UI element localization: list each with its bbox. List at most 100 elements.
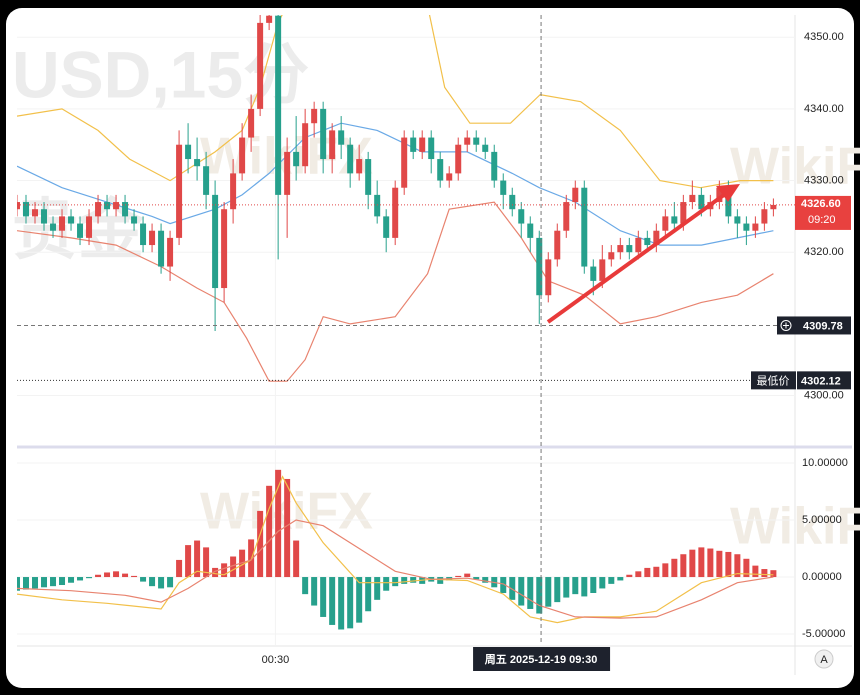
- candle-body: [50, 223, 57, 231]
- last-price-label: 4326.60: [801, 198, 841, 210]
- macd-bar: [590, 577, 597, 593]
- macd-bar: [131, 575, 138, 578]
- candle-body: [347, 144, 354, 174]
- macd-bar: [122, 573, 129, 578]
- add-alert-plus: [783, 322, 789, 329]
- macd-bar: [77, 577, 84, 581]
- drawn-arrowhead: [716, 184, 740, 202]
- macd-bar: [536, 577, 543, 614]
- macd-tick-label: 10.00000: [802, 457, 848, 469]
- macd-bar: [41, 577, 48, 588]
- macd-bar: [734, 554, 741, 578]
- macd-bar: [635, 571, 642, 578]
- macd-bar: [257, 510, 264, 578]
- macd-bar: [212, 567, 219, 578]
- candle-body: [653, 230, 660, 246]
- candle-body: [482, 144, 489, 152]
- candle-body: [257, 22, 264, 109]
- macd-bar: [59, 577, 66, 586]
- macd-bar: [770, 570, 777, 578]
- macd-line: [17, 519, 774, 619]
- macd-bar: [662, 563, 669, 578]
- macd-bar: [581, 577, 588, 597]
- macd-bar: [266, 485, 273, 578]
- macd-bar: [698, 547, 705, 578]
- candle-body: [311, 108, 318, 124]
- candle-body: [770, 204, 777, 210]
- auto-scale-label[interactable]: A: [820, 654, 828, 666]
- low-price-label: 4302.12: [801, 375, 841, 387]
- candle-body: [536, 237, 543, 296]
- candle-body: [68, 216, 75, 224]
- candle-body: [698, 194, 705, 210]
- macd-bar: [725, 551, 732, 578]
- macd-bar: [473, 577, 480, 580]
- y-tick-label: 4320.00: [804, 246, 844, 258]
- candle-body: [185, 144, 192, 160]
- macd-bar: [50, 577, 57, 587]
- candle-body: [428, 137, 435, 160]
- macd-bar: [32, 577, 39, 589]
- candle-body: [383, 216, 390, 238]
- macd-bar: [554, 577, 561, 603]
- candle-body: [410, 137, 417, 152]
- candle-body: [32, 209, 39, 217]
- macd-bar: [86, 577, 93, 579]
- auto-scale-button[interactable]: [814, 649, 834, 669]
- macd-bar: [689, 549, 696, 578]
- macd-bar: [203, 547, 210, 578]
- candle-body: [419, 137, 426, 152]
- candle-body: [716, 187, 723, 203]
- candle-body: [743, 223, 750, 231]
- candle-body: [356, 159, 363, 174]
- macd-bar: [743, 558, 750, 578]
- candle-body: [680, 202, 687, 224]
- macd-bar: [338, 577, 345, 630]
- candle-body: [689, 194, 696, 203]
- band-line: [17, 201, 774, 382]
- candle-body: [221, 209, 228, 289]
- candle-body: [563, 202, 570, 231]
- macd-bar: [293, 540, 300, 578]
- candle-body: [581, 187, 588, 267]
- candle-body: [302, 123, 309, 167]
- macd-bar: [392, 577, 399, 587]
- candle-body: [95, 202, 102, 217]
- candle-body: [275, 15, 282, 195]
- y-tick-label: 4300.00: [804, 389, 844, 401]
- macd-bar: [455, 575, 462, 578]
- candle-body: [77, 223, 84, 238]
- macd-bar: [509, 577, 516, 600]
- add-alert-icon: [780, 319, 792, 331]
- macd-bar: [104, 572, 111, 578]
- candle-body: [23, 202, 30, 217]
- macd-bar: [284, 478, 291, 578]
- overlay: 4326.60 09:20 4309.78 周五 2025-12-19 09:30 最低…: [473, 15, 851, 671]
- macd-bar: [95, 574, 102, 578]
- candle-body: [392, 187, 399, 238]
- candle-body: [248, 108, 255, 138]
- macd-bar: [653, 566, 660, 578]
- candle-body: [509, 194, 516, 210]
- macd-bar: [761, 569, 768, 578]
- candle-body: [635, 237, 642, 253]
- candle-body: [329, 130, 336, 160]
- candle-body: [59, 216, 66, 231]
- macd-bar: [410, 577, 417, 583]
- candle-body: [464, 137, 471, 145]
- candle-body: [158, 230, 165, 267]
- candle-body: [293, 151, 300, 167]
- macd-bar: [17, 577, 20, 591]
- macd-bar: [167, 577, 174, 588]
- macd-tick-label: 0.00000: [802, 571, 842, 583]
- macd-bar: [617, 577, 624, 581]
- candle-body: [725, 187, 732, 217]
- macd-panel: [17, 450, 795, 645]
- countdown-label: 09:20: [808, 214, 836, 226]
- macd-bar: [275, 469, 282, 578]
- candle-body: [590, 266, 597, 281]
- macd-bar: [149, 577, 156, 587]
- macd-bar: [23, 577, 30, 590]
